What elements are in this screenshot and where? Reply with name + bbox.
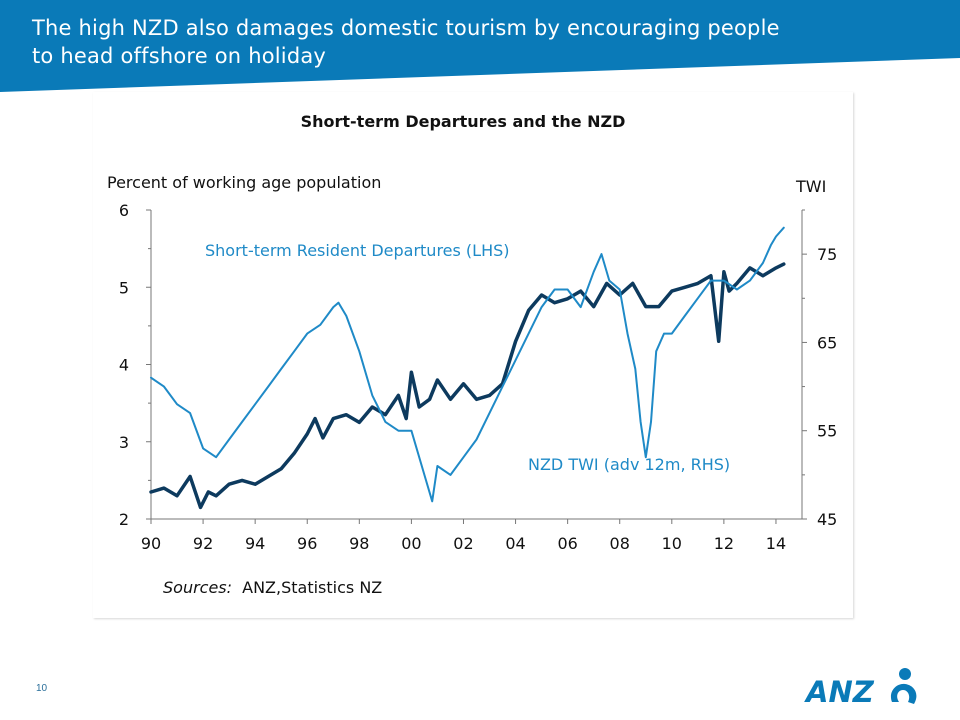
anz-people-symbol [890,668,917,704]
left-tick-label: 3 [119,433,129,452]
x-tick-label: 14 [766,534,786,553]
left-tick-label: 5 [119,278,129,297]
chart-title: Short-term Departures and the NZD [301,112,626,131]
left-tick-label: 2 [119,510,129,529]
x-tick-label: 94 [245,534,265,553]
series-label-departures: Short-term Resident Departures (LHS) [205,241,510,260]
right-tick-label: 55 [817,422,837,441]
x-tick-label: 98 [349,534,369,553]
series-layer [149,226,786,510]
anz-logo-text: ANZ [804,675,875,709]
right-tick-label: 75 [817,245,837,264]
x-tick-label: 02 [453,534,473,553]
sources-text: ANZ,Statistics NZ [242,578,382,597]
series-line-nzd-twi [150,226,785,503]
x-tick-label: 06 [557,534,577,553]
left-axis-label: Percent of working age population [107,173,381,192]
x-tick-label: 96 [297,534,317,553]
left-tick-label: 4 [119,356,129,375]
header-band [0,0,960,92]
page-number: 10 [36,683,48,694]
x-tick-label: 90 [141,534,161,553]
x-tick-label: 92 [193,534,213,553]
x-tick-label: 04 [505,534,525,553]
x-tick-label: 00 [401,534,421,553]
slide-title-line-1: The high NZD also damages domestic touri… [32,16,780,40]
slide-title-line-2: to head offshore on holiday [32,44,327,68]
series-label-nzd-twi: NZD TWI (adv 12m, RHS) [528,455,730,474]
right-tick-label: 65 [817,333,837,352]
anz-logo: ANZ [804,668,917,709]
x-tick-label: 12 [714,534,734,553]
slide-title: The high NZD also damages domestic touri… [32,14,912,70]
series-line-departures [149,262,786,510]
x-tick-label: 08 [610,534,630,553]
line-chart: Short-term Departures and the NZD Percen… [107,112,838,597]
sources-label: Sources: [163,578,232,597]
x-tick-label: 10 [662,534,682,553]
right-axis-label: TWI [795,177,826,196]
sources-note: Sources: ANZ,Statistics NZ [163,578,382,597]
chart-panel: Short-term Departures and the NZD Percen… [93,92,853,618]
right-tick-label: 45 [817,510,837,529]
left-tick-label: 6 [119,201,129,220]
